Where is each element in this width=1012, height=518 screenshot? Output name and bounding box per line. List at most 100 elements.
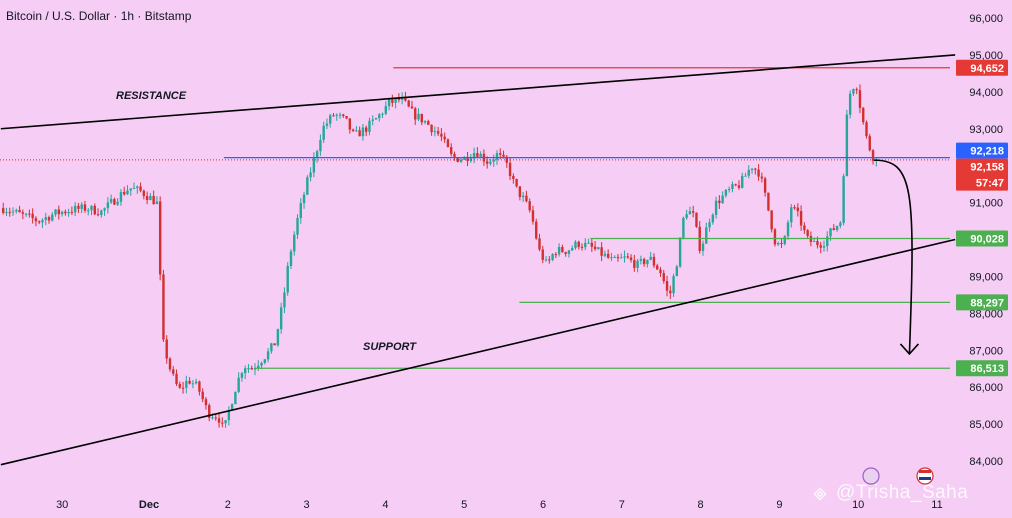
candle-body bbox=[28, 213, 31, 215]
candle-body bbox=[796, 207, 800, 212]
price-label-text: 94,652 bbox=[970, 63, 1004, 75]
candle-body bbox=[87, 210, 90, 212]
candle-body bbox=[574, 241, 577, 249]
candle-body bbox=[113, 199, 116, 205]
candle-body bbox=[492, 159, 495, 162]
candle-body bbox=[302, 194, 306, 204]
candle-body bbox=[636, 260, 639, 268]
candle-body bbox=[446, 139, 450, 148]
candle-body bbox=[80, 204, 83, 209]
candle-body bbox=[306, 177, 309, 195]
candle-body bbox=[15, 209, 18, 212]
trend-line-resistance[interactable] bbox=[0, 54, 956, 130]
candle-body bbox=[296, 217, 299, 235]
candle-body bbox=[57, 209, 61, 215]
binance-logo-icon bbox=[813, 487, 827, 501]
candle-body bbox=[450, 147, 453, 154]
candle-body bbox=[2, 208, 5, 213]
candle-body bbox=[204, 399, 208, 406]
candle-body bbox=[90, 205, 93, 211]
candle-body bbox=[613, 257, 616, 259]
candle-body bbox=[309, 172, 312, 178]
candle-body bbox=[185, 380, 188, 388]
candle-body bbox=[123, 192, 126, 195]
candle-body bbox=[436, 131, 440, 134]
candle-body bbox=[24, 213, 28, 215]
candle-body bbox=[286, 265, 289, 293]
candle-body bbox=[106, 202, 110, 209]
candle-body bbox=[293, 234, 296, 252]
price-label-text: 86,513 bbox=[970, 363, 1004, 375]
candle-body bbox=[868, 136, 871, 151]
price-label-90028 bbox=[956, 230, 1008, 247]
candle-body bbox=[842, 176, 845, 223]
candle-body bbox=[806, 230, 809, 237]
candle-body bbox=[600, 247, 603, 256]
candle-body bbox=[662, 273, 665, 282]
candle-body bbox=[665, 281, 669, 291]
candle-body bbox=[178, 384, 181, 388]
candle-body bbox=[240, 373, 244, 378]
candle-body bbox=[639, 259, 643, 261]
candle-body bbox=[577, 241, 580, 247]
candle-body bbox=[338, 114, 342, 116]
candle-body bbox=[633, 260, 636, 268]
candle-body bbox=[345, 116, 348, 119]
candle-body bbox=[443, 136, 446, 140]
candle-body bbox=[214, 417, 217, 419]
candle-body bbox=[77, 205, 80, 209]
candle-body bbox=[371, 119, 374, 121]
y-tick-label: 96,000 bbox=[969, 13, 1003, 25]
candle-body bbox=[142, 190, 146, 197]
candle-body bbox=[544, 259, 548, 261]
candle-body bbox=[567, 250, 571, 254]
chart-title: Bitcoin / U.S. Dollar · 1h · Bitstamp bbox=[6, 9, 192, 23]
sparkle-icon[interactable] bbox=[862, 467, 880, 485]
y-tick-label: 84,000 bbox=[969, 456, 1003, 468]
trend-line-support[interactable] bbox=[0, 238, 956, 466]
candle-body bbox=[188, 380, 191, 384]
candle-body bbox=[276, 329, 280, 346]
candle-body bbox=[11, 211, 15, 213]
candle-body bbox=[554, 254, 558, 256]
candle-body bbox=[270, 343, 273, 352]
candle-body bbox=[253, 367, 257, 370]
candle-body bbox=[721, 195, 724, 204]
candle-body bbox=[564, 252, 567, 254]
forecast-arrow[interactable] bbox=[873, 159, 913, 354]
candle-body bbox=[750, 168, 754, 171]
candle-body bbox=[335, 114, 338, 116]
candle-body bbox=[734, 184, 737, 186]
candle-body bbox=[845, 114, 849, 177]
candle-body bbox=[136, 186, 139, 188]
candle-body bbox=[325, 123, 329, 126]
candle-body bbox=[551, 254, 554, 260]
candle-body bbox=[852, 89, 855, 94]
candle-body bbox=[168, 358, 172, 370]
candle-body bbox=[832, 228, 835, 230]
price-axis bbox=[950, 0, 1012, 518]
candle-body bbox=[757, 169, 760, 177]
candle-body bbox=[499, 153, 502, 155]
price-label-88297 bbox=[956, 294, 1008, 311]
candle-body bbox=[865, 122, 868, 137]
candle-body bbox=[381, 113, 384, 115]
candle-body bbox=[858, 90, 862, 108]
candle-body bbox=[767, 192, 770, 211]
x-tick-label: Dec bbox=[139, 499, 159, 511]
x-tick-label: 30 bbox=[56, 499, 68, 511]
candle-body bbox=[819, 245, 822, 248]
candle-body bbox=[803, 225, 806, 231]
candle-body bbox=[263, 359, 267, 363]
candle-body bbox=[685, 214, 688, 218]
candle-body bbox=[502, 154, 505, 157]
candle-body bbox=[590, 242, 594, 247]
candle-body bbox=[109, 199, 113, 203]
candle-body bbox=[21, 212, 25, 214]
candle-body bbox=[669, 290, 672, 294]
candle-body bbox=[688, 211, 692, 215]
candle-body bbox=[217, 418, 221, 423]
candle-body bbox=[250, 368, 253, 370]
